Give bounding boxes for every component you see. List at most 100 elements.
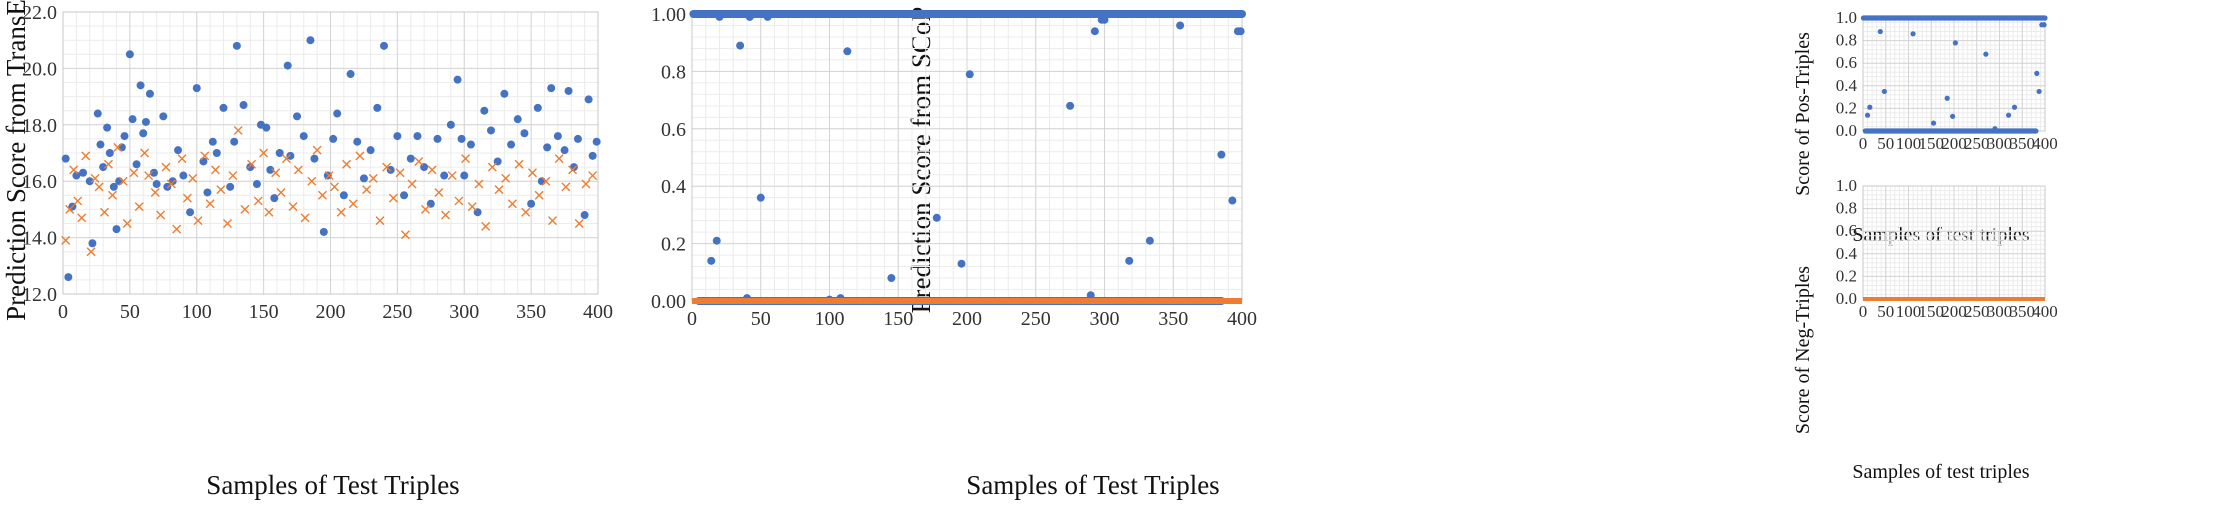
data-point-negative (581, 179, 591, 189)
data-point-positive (353, 137, 362, 146)
data-point-positive (1125, 256, 1134, 265)
data-point-positive (117, 143, 126, 152)
data-point-positive (1992, 126, 1998, 132)
y-tick-label: 1.0 (1836, 8, 1857, 27)
data-point-negative (193, 216, 203, 226)
data-point-positive (145, 89, 154, 98)
data-point-positive (745, 12, 754, 21)
y-tick-label: 0.00 (651, 291, 686, 313)
y-tick-label: 0.4 (1836, 76, 1858, 95)
data-point-positive (507, 140, 516, 149)
data-point-negative (527, 168, 537, 178)
data-point-positive (584, 95, 593, 104)
data-point-positive (139, 129, 148, 138)
data-point-positive (763, 12, 772, 21)
x-tick-label: 200 (1941, 134, 1967, 153)
data-point-negative (568, 165, 578, 175)
data-point-negative (134, 202, 144, 212)
chart-scop-ylabel: Prediction Score from SCoP (906, 7, 936, 314)
y-tick-label: 0.6 (1836, 53, 1857, 72)
data-point-negative (336, 207, 346, 217)
data-point-negative (467, 202, 477, 212)
chart-neg-ylabel: Score of Neg-Triples (1792, 266, 1814, 434)
data-point-negative (205, 199, 215, 209)
data-point-positive (109, 182, 118, 191)
data-point-negative (300, 213, 310, 223)
data-point-positive (132, 160, 141, 169)
data-point-positive (480, 106, 489, 115)
x-tick-label: 0 (1859, 134, 1868, 153)
data-point-negative (264, 207, 274, 217)
data-point-positive (128, 115, 137, 124)
x-tick-label: 0 (1859, 302, 1868, 321)
data-point-positive (2011, 104, 2018, 110)
data-point-negative (548, 216, 558, 226)
data-point-positive (433, 134, 442, 143)
data-point-positive (1930, 120, 1937, 126)
chart-pos-xlabel: Samples of test triples (1852, 224, 2029, 246)
data-point-positive (226, 182, 235, 191)
data-point-positive (712, 236, 721, 245)
y-tick-label: 0.2 (1836, 266, 1857, 285)
data-point-positive (136, 81, 145, 90)
data-point-positive (588, 151, 597, 160)
data-point-positive (440, 171, 449, 180)
data-point-negative (454, 196, 464, 206)
data-point-negative (561, 182, 571, 192)
data-point-positive (1228, 196, 1237, 205)
x-tick-label: 50 (1877, 134, 1894, 153)
data-point-negative (355, 151, 365, 161)
data-point-positive (103, 123, 112, 132)
data-point-positive (520, 129, 529, 138)
data-point-positive (543, 143, 552, 152)
y-tick-label: 0.0 (1836, 289, 1857, 308)
data-point-negative (210, 165, 220, 175)
data-point-negative (362, 185, 372, 195)
data-point-positive (252, 180, 261, 189)
data-point-negative (312, 145, 322, 155)
data-point-positive (366, 146, 375, 155)
data-point-positive (99, 163, 108, 172)
chart-pos-ylabel: Score of Pos-Triples (1792, 32, 1814, 196)
data-point-negative (375, 216, 385, 226)
data-point-negative (271, 168, 281, 178)
x-tick-label: 300 (1090, 308, 1120, 330)
x-tick-label: 200 (1941, 302, 1967, 321)
data-point-positive (93, 109, 102, 118)
data-point-negative (107, 190, 117, 200)
data-point-positive (580, 211, 589, 220)
data-point-negative (144, 171, 154, 181)
data-point-negative (541, 176, 551, 186)
data-point-positive (453, 75, 462, 84)
data-point-positive (310, 154, 319, 163)
data-point-positive (266, 165, 275, 174)
data-point-negative (276, 187, 286, 197)
y-tick-label: 1.00 (651, 4, 686, 26)
data-point-positive (2034, 70, 2040, 76)
data-point-positive (1950, 113, 1956, 119)
data-point-negative (342, 159, 352, 169)
data-point-positive (149, 168, 158, 177)
data-point-negative (348, 199, 358, 209)
x-tick-label: 200 (952, 308, 982, 330)
data-point-negative (317, 190, 327, 200)
y-tick-label: 0.2 (661, 234, 686, 256)
data-point-negative (494, 185, 504, 195)
data-point-positive (1944, 95, 1950, 101)
data-point-negative (188, 173, 198, 183)
data-point-positive (299, 132, 308, 141)
data-point-negative (514, 159, 524, 169)
data-point-negative (200, 151, 210, 161)
data-point-positive (152, 180, 161, 189)
data-point-positive (1864, 112, 1871, 118)
data-point-positive (1236, 27, 1245, 36)
data-point-positive (393, 132, 402, 141)
data-point-positive (199, 157, 208, 166)
x-tick-label: 150 (883, 308, 913, 330)
data-point-positive (756, 193, 765, 202)
x-tick-label: 400 (583, 301, 613, 323)
data-point-positive (333, 109, 342, 118)
x-tick-label: 350 (516, 301, 546, 323)
data-point-negative (73, 196, 83, 206)
data-point-negative (487, 162, 497, 172)
